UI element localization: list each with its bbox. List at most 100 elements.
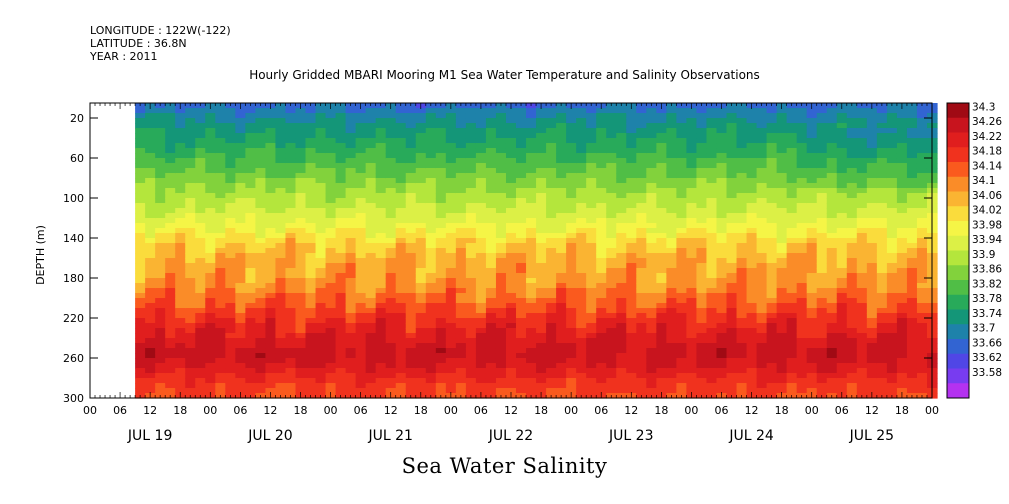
heat-cell bbox=[495, 293, 507, 299]
heat-cell bbox=[375, 368, 387, 374]
heat-cell bbox=[536, 233, 547, 239]
heat-cell bbox=[786, 188, 798, 194]
heat-cell bbox=[726, 258, 738, 264]
heat-cell bbox=[155, 363, 166, 369]
heat-cell bbox=[215, 298, 226, 304]
heat-cell bbox=[325, 273, 337, 279]
heat-cell bbox=[896, 303, 908, 309]
heat-cell bbox=[215, 133, 226, 139]
heat-cell bbox=[606, 373, 617, 379]
heat-cell bbox=[786, 278, 798, 284]
heat-cell bbox=[516, 203, 527, 209]
heat-cell bbox=[275, 148, 287, 154]
heat-cell bbox=[666, 313, 677, 319]
heat-cell bbox=[215, 143, 226, 149]
heat-cell bbox=[135, 263, 146, 269]
heat-cell bbox=[265, 288, 277, 294]
heat-cell bbox=[686, 148, 698, 154]
heat-cell bbox=[395, 373, 407, 379]
heat-cell bbox=[405, 118, 417, 124]
heat-cell bbox=[796, 338, 808, 344]
heat-cell bbox=[886, 373, 898, 379]
heat-cell bbox=[686, 183, 698, 189]
heat-cell bbox=[546, 238, 557, 244]
heat-cell bbox=[596, 293, 607, 299]
heat-cell bbox=[866, 318, 878, 324]
heat-cell bbox=[546, 378, 557, 384]
heat-cell bbox=[886, 173, 898, 179]
heat-cell bbox=[706, 288, 718, 294]
heat-cell bbox=[766, 358, 778, 364]
heat-cell bbox=[836, 378, 848, 384]
heat-cell bbox=[495, 378, 507, 384]
heat-cell bbox=[485, 288, 497, 294]
heat-cell bbox=[746, 168, 758, 174]
heat-cell bbox=[305, 368, 317, 374]
heat-cell bbox=[786, 313, 798, 319]
heat-cell bbox=[365, 278, 377, 284]
heat-cell bbox=[385, 273, 397, 279]
heat-cell bbox=[766, 303, 778, 309]
heat-cell bbox=[385, 148, 397, 154]
heat-cell bbox=[826, 118, 838, 124]
heat-cell bbox=[696, 158, 708, 164]
heat-cell bbox=[155, 268, 166, 274]
heat-cell bbox=[696, 298, 708, 304]
heat-cell bbox=[455, 198, 467, 204]
heat-cell bbox=[896, 318, 908, 324]
heat-cell bbox=[235, 218, 246, 224]
heat-cell bbox=[205, 338, 216, 344]
heat-cell bbox=[586, 143, 597, 149]
heat-cell bbox=[225, 313, 236, 319]
heat-cell bbox=[566, 378, 577, 384]
heat-cell bbox=[766, 333, 778, 339]
heat-cell bbox=[335, 368, 347, 374]
heat-cell bbox=[916, 163, 928, 169]
heat-cell bbox=[676, 378, 688, 384]
heat-cell bbox=[536, 318, 547, 324]
heat-cell bbox=[265, 298, 277, 304]
heat-cell bbox=[796, 368, 808, 374]
heat-cell bbox=[265, 183, 277, 189]
heat-cell bbox=[135, 208, 146, 214]
heat-cell bbox=[876, 343, 888, 349]
heat-cell bbox=[676, 213, 688, 219]
heat-cell bbox=[736, 288, 748, 294]
heat-cell bbox=[576, 303, 587, 309]
heat-cell bbox=[636, 228, 647, 234]
heat-cell bbox=[816, 278, 828, 284]
heat-cell bbox=[415, 223, 427, 229]
heat-cell bbox=[606, 203, 617, 209]
heat-cell bbox=[686, 353, 698, 359]
heat-cell bbox=[536, 383, 547, 389]
heat-cell bbox=[475, 303, 487, 309]
heat-cell bbox=[185, 178, 196, 184]
heat-cell bbox=[856, 243, 868, 249]
heat-cell bbox=[736, 138, 748, 144]
heat-cell bbox=[806, 128, 818, 134]
heat-cell bbox=[365, 338, 377, 344]
heat-cell bbox=[395, 308, 407, 314]
heat-cell bbox=[155, 303, 166, 309]
heat-cell bbox=[415, 163, 427, 169]
heat-cell bbox=[846, 168, 858, 174]
heat-cell bbox=[305, 373, 317, 379]
heat-cell bbox=[135, 223, 146, 229]
heat-cell bbox=[686, 268, 698, 274]
heat-cell bbox=[826, 358, 838, 364]
heat-cell bbox=[626, 118, 637, 124]
heat-cell bbox=[435, 228, 447, 234]
heat-cell bbox=[185, 298, 196, 304]
heat-cell bbox=[576, 233, 587, 239]
heat-cell bbox=[646, 198, 657, 204]
heat-cell bbox=[726, 113, 738, 119]
heat-cell bbox=[375, 333, 387, 339]
heat-cell bbox=[766, 318, 778, 324]
heat-cell bbox=[375, 203, 387, 209]
heat-cell bbox=[405, 198, 417, 204]
heat-cell bbox=[285, 148, 297, 154]
heat-cell bbox=[195, 208, 206, 214]
heat-cell bbox=[325, 373, 337, 379]
heat-cell bbox=[185, 263, 196, 269]
heat-cell bbox=[165, 338, 176, 344]
